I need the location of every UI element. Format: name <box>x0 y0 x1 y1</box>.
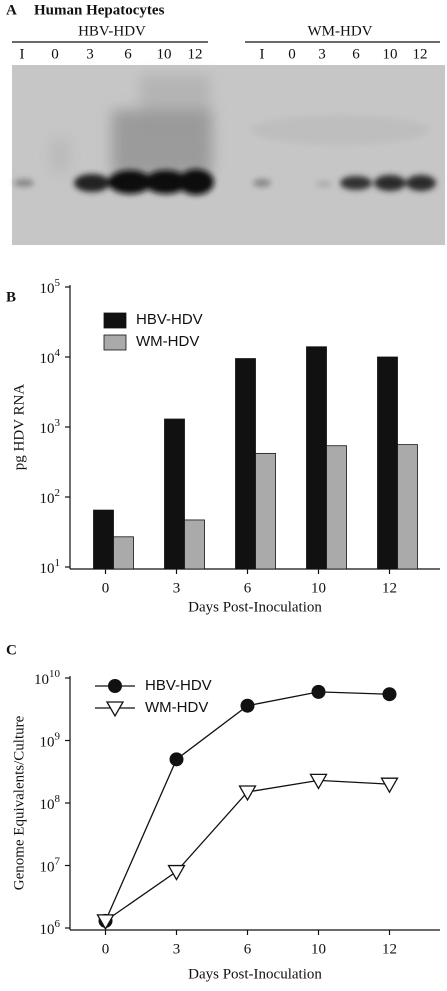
legend-marker <box>105 701 125 718</box>
bar <box>255 452 276 570</box>
y-tick-exponent: 4 <box>55 347 61 359</box>
y-tick-label: 107 <box>40 855 61 876</box>
y-tick-exponent: 7 <box>55 855 61 867</box>
x-tick-label: 12 <box>382 941 397 957</box>
y-tick-label: 106 <box>40 918 61 939</box>
y-tick-exponent: 10 <box>49 668 61 680</box>
x-axis-label: Days Post-Inoculation <box>188 599 322 615</box>
y-tick-label: 102 <box>40 487 61 508</box>
y-tick-exponent: 5 <box>55 277 61 289</box>
legend-label: HBV-HDV <box>145 677 212 694</box>
panel-title: Human Hepatocytes <box>34 2 165 18</box>
lane-label: I <box>20 46 25 62</box>
point <box>309 773 328 790</box>
lane-label: 12 <box>188 46 203 62</box>
panel-label: C <box>6 642 17 658</box>
y-tick-exponent: 9 <box>55 730 61 742</box>
point <box>96 914 115 931</box>
gel-background <box>12 65 445 245</box>
lane-label: 10 <box>383 46 398 62</box>
legend-marker <box>108 679 122 693</box>
bar <box>113 536 134 570</box>
y-tick-label: 109 <box>40 730 61 751</box>
x-tick-label: 0 <box>102 941 110 957</box>
y-tick-label: 104 <box>40 347 61 368</box>
lane-label: 0 <box>288 46 296 62</box>
bar <box>397 444 418 570</box>
lane-label: 3 <box>86 46 94 62</box>
y-tick-base: 10 <box>40 735 55 751</box>
y-tick-base: 10 <box>40 491 55 507</box>
y-tick-base: 10 <box>40 281 55 297</box>
legend-swatch <box>103 334 127 351</box>
x-tick-label: 0 <box>102 580 110 596</box>
y-tick-base: 10 <box>40 922 55 938</box>
y-tick-label: 1010 <box>34 668 61 689</box>
lane-label: 10 <box>157 46 172 62</box>
legend-swatch <box>103 312 127 329</box>
y-tick-base: 10 <box>40 421 55 437</box>
line <box>105 779 390 922</box>
point <box>240 698 255 713</box>
y-tick-base: 10 <box>40 860 55 876</box>
line <box>104 691 390 922</box>
legend-label: WM-HDV <box>145 699 208 716</box>
lane-label: 3 <box>318 46 326 62</box>
x-tick-label: 6 <box>244 580 252 596</box>
y-tick-base: 10 <box>34 672 49 688</box>
x-tick-label: 6 <box>244 941 252 957</box>
lane-label: 6 <box>124 46 132 62</box>
y-tick-exponent: 3 <box>55 417 61 429</box>
y-tick-exponent: 2 <box>55 487 61 499</box>
point <box>380 777 399 794</box>
point <box>167 864 186 881</box>
y-tick-label: 105 <box>40 277 61 298</box>
y-tick-base: 10 <box>40 797 55 813</box>
gel-smears <box>48 75 212 175</box>
legend-label: WM-HDV <box>136 333 199 350</box>
x-tick-label: 3 <box>173 580 181 596</box>
group-label: HBV-HDV <box>78 23 146 39</box>
lane-label: 12 <box>413 46 428 62</box>
x-tick-label: 10 <box>311 580 326 596</box>
bar <box>306 346 327 570</box>
y-tick-label: 101 <box>40 557 61 578</box>
panel-label: B <box>6 289 16 305</box>
group-label: WM-HDV <box>308 23 373 39</box>
x-axis-label: Days Post-Inoculation <box>188 966 322 982</box>
y-tick-label: 108 <box>40 793 61 814</box>
point <box>382 687 397 702</box>
y-tick-exponent: 1 <box>55 557 61 569</box>
x-tick-label: 3 <box>173 941 181 957</box>
y-axis-label: Genome Equivalents/Culture <box>11 715 27 890</box>
panel-label: A <box>6 2 17 18</box>
point <box>169 752 184 767</box>
legend-label: HBV-HDV <box>136 311 203 328</box>
y-tick-base: 10 <box>40 561 55 577</box>
x-tick-label: 12 <box>382 580 397 596</box>
bar <box>326 445 347 570</box>
bar <box>184 519 205 570</box>
point <box>311 684 326 699</box>
bar <box>164 418 185 570</box>
lane-label: I <box>260 46 265 62</box>
lane-label: 0 <box>51 46 59 62</box>
y-tick-label: 103 <box>40 417 61 438</box>
y-tick-exponent: 6 <box>55 918 61 930</box>
lane-label: 6 <box>352 46 360 62</box>
bar <box>377 356 398 570</box>
bar <box>235 358 256 570</box>
bar <box>93 509 114 570</box>
gel-bands <box>14 115 436 195</box>
point <box>238 785 257 802</box>
x-tick-label: 10 <box>311 941 326 957</box>
y-tick-exponent: 8 <box>55 793 61 805</box>
y-axis-label: pg HDV RNA <box>11 384 27 471</box>
gel <box>12 65 445 245</box>
y-tick-base: 10 <box>40 351 55 367</box>
